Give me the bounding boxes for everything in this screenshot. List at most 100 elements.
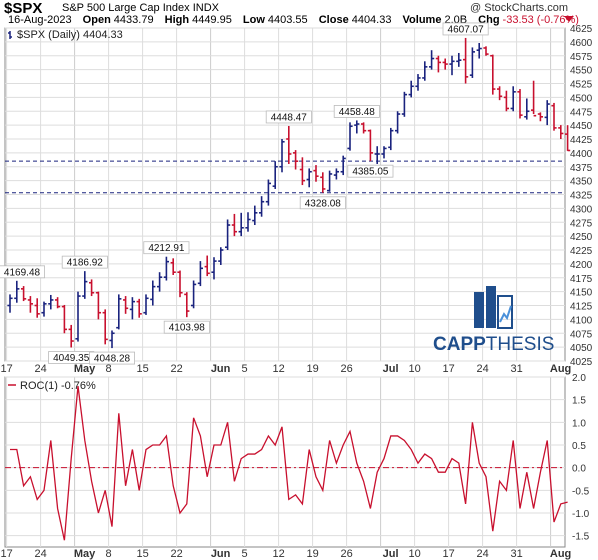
- open-value: 4433.79: [113, 14, 154, 26]
- volume-label: Volume: [402, 14, 442, 26]
- annotation-box: [0, 265, 46, 279]
- ohlc-bar: [503, 90, 509, 112]
- ohlc-bar: [82, 271, 88, 299]
- annotation-box: [265, 110, 312, 124]
- ohlc-bar: [456, 52, 462, 67]
- roc-y-tick-label: 0.0: [572, 464, 586, 475]
- ohlc-bar: [299, 157, 305, 186]
- down-triangle-icon: [564, 16, 574, 22]
- annotation-label: 4103.98: [169, 323, 206, 334]
- annotation-box: [61, 255, 108, 269]
- ohlc-bar: [347, 122, 353, 151]
- ohlc-bar: [272, 161, 278, 189]
- ohlc-bar: [469, 47, 475, 78]
- roc-series-line: [10, 385, 568, 541]
- ohlc-bar: [476, 42, 482, 59]
- price-x-tick-label: Aug: [550, 363, 571, 375]
- price-legend: $SPX (Daily) 4404.33: [8, 29, 123, 41]
- price-y-tick-label: 4300: [570, 204, 593, 215]
- price-x-tick-label: 19: [306, 363, 318, 375]
- price-y-tick-label: 4075: [570, 329, 593, 340]
- roc-panel: 17 24 May 8 15 22 Jun 5 12 19 26 Jul 10 17 24 31 Aug-1.5…: [0, 373, 589, 560]
- ohlc-bar: [442, 58, 448, 70]
- ohlc-bar: [449, 55, 455, 76]
- roc-legend: ROC(1) -0.76%: [8, 380, 96, 392]
- price-x-tick-label: 15: [136, 363, 148, 375]
- price-x-tick-label: 26: [340, 363, 352, 375]
- ohlc-bar: [340, 155, 346, 176]
- annotation-box: [442, 22, 489, 36]
- capp-thesis-logo: CAPPTHESIS: [433, 286, 554, 355]
- ohlc-bar: [537, 112, 543, 122]
- price-legend-text: $SPX (Daily) 4404.33: [17, 29, 123, 41]
- ohlc-bar: [89, 279, 95, 297]
- annotation-box: [163, 320, 210, 334]
- low-label: Low: [242, 14, 265, 26]
- price-y-tick-label: 4275: [570, 218, 593, 229]
- roc-legend-text: ROC(1) -0.76%: [20, 380, 96, 392]
- ohlc-bar: [517, 89, 523, 119]
- roc-y-tick-label: -0.5: [572, 486, 590, 497]
- price-y-tick-label: 4625: [570, 24, 593, 35]
- ohlc-bar: [55, 297, 61, 309]
- ohlc-bar: [61, 304, 67, 334]
- ohlc-bar: [48, 294, 54, 310]
- annotation-label: 4212.91: [148, 243, 185, 254]
- logo-frame: [497, 295, 513, 329]
- ohlc-bar: [429, 50, 435, 70]
- ohlc-bar: [374, 146, 380, 164]
- ohlc-bar: [524, 98, 530, 120]
- ohlc-bar: [102, 309, 108, 345]
- price-x-tick-label: 5: [242, 363, 248, 375]
- price-y-tick-label: 4125: [570, 302, 593, 313]
- logo-text-thesis: THESIS: [486, 334, 555, 355]
- price-y-tick-label: 4450: [570, 121, 593, 132]
- annotation-box: [89, 351, 136, 365]
- price-y-tick-label: 4250: [570, 232, 593, 243]
- roc-x-tick-label: 5: [242, 548, 248, 560]
- open-label: Open: [82, 14, 111, 26]
- stockcharts-credit[interactable]: @ StockCharts.com: [470, 2, 568, 14]
- ohlc-bar: [218, 247, 224, 265]
- price-y-tick-label: 4350: [570, 177, 593, 188]
- price-x-tick-label: Jun: [211, 363, 231, 375]
- annotation-label: 4607.07: [448, 24, 485, 35]
- price-x-tick-label: 17: [0, 363, 12, 375]
- ohlc-bar: [136, 298, 142, 318]
- ohlc-bar: [565, 125, 571, 152]
- ohlc-bar: [123, 296, 129, 314]
- roc-x-tick-label: 31: [510, 548, 522, 560]
- price-x-tick-label: 10: [408, 363, 420, 375]
- ohlc-bar: [279, 139, 285, 173]
- high-value: 4449.95: [192, 14, 232, 26]
- ohlc-bar: [21, 286, 27, 302]
- ohlc-bar: [41, 301, 47, 317]
- price-y-tick-label: 4325: [570, 191, 593, 202]
- price-x-tick-label: 17: [442, 363, 454, 375]
- logo-trend-arrow: [499, 305, 512, 323]
- price-y-tick-label: 4050: [570, 343, 593, 354]
- ohlc-bar: [68, 324, 74, 348]
- price-x-tick-label: 12: [272, 363, 284, 375]
- chg-value: -33.53 (-0.76%): [502, 14, 579, 26]
- quote-date: 16-Aug-2023: [8, 14, 72, 26]
- roc-x-tick-label: Jul: [383, 548, 399, 560]
- roc-x-tick-label: 15: [136, 548, 148, 560]
- price-y-tick-label: 4375: [570, 163, 593, 174]
- ohlc-bar: [531, 80, 537, 117]
- ohlc-bar: [245, 212, 251, 232]
- ohlc-bar: [293, 150, 299, 170]
- roc-x-tick-label: Aug: [550, 548, 571, 560]
- ohlc-bar: [150, 280, 156, 306]
- price-x-tick-label: Jul: [383, 363, 399, 375]
- ohlc-bar: [422, 61, 428, 81]
- price-y-tick-label: 4525: [570, 80, 593, 91]
- ohlc-bar: [116, 294, 122, 330]
- price-y-tick-label: 4475: [570, 107, 593, 118]
- roc-x-tick-label: 17: [0, 548, 12, 560]
- ohlc-bar: [129, 297, 135, 320]
- close-value: 4404.33: [351, 14, 392, 26]
- ohlc-bar: [313, 165, 319, 182]
- ohlc-bar: [381, 146, 387, 159]
- roc-x-tick-label: 24: [476, 548, 488, 560]
